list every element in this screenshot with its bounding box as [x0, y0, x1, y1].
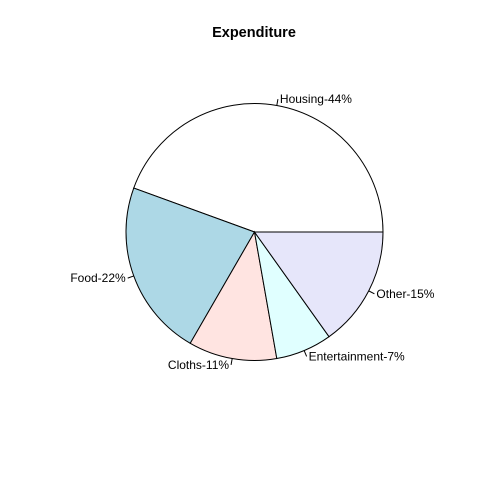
leader-lines-layer	[127, 99, 375, 365]
leader-line-food	[127, 275, 134, 279]
slice-labels-layer: Housing-44% Food-22% Cloths-11% Entertainme…	[70, 92, 434, 372]
slice-label-housing: Housing-44%	[280, 92, 352, 106]
pie-slice-food	[125, 187, 256, 344]
slice-label-cloths: Cloths-11%	[168, 358, 229, 372]
pie-slice-cloths	[189, 230, 278, 361]
slice-label-food: Food-22%	[70, 271, 126, 285]
leader-line-entertainment	[303, 350, 308, 357]
pie-slice-housing	[133, 103, 384, 233]
slice-label-entertainment: Entertainment-7%	[309, 349, 405, 363]
slices-layer	[125, 103, 384, 361]
leader-line-other	[368, 290, 375, 295]
slice-label-other: Other-15%	[376, 287, 434, 301]
chart-title: Expenditure	[212, 25, 296, 41]
leader-line-housing	[276, 99, 279, 106]
pie-slice-other	[253, 231, 384, 338]
leader-line-cloths	[230, 358, 233, 365]
